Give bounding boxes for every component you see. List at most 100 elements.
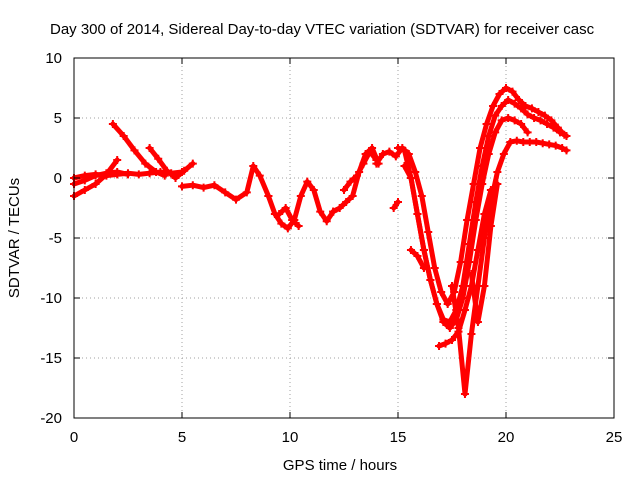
data-point [294, 222, 303, 230]
data-point [178, 182, 186, 191]
data-point [309, 186, 318, 194]
data-point [523, 110, 532, 119]
data-point [342, 198, 351, 206]
data-point [530, 114, 539, 122]
data-point [493, 180, 502, 188]
data-point [145, 144, 154, 152]
series-track-5 [147, 145, 196, 181]
data-point [448, 282, 456, 290]
y-tick-label: -15 [40, 350, 62, 367]
data-point [521, 102, 530, 110]
data-point [527, 104, 536, 113]
data-point [482, 120, 491, 128]
data-point [154, 154, 163, 163]
y-tick-label: 5 [54, 110, 62, 127]
data-point [152, 168, 161, 176]
data-point [435, 342, 444, 350]
data-point [378, 150, 387, 158]
data-point [508, 87, 517, 96]
x-tick-label: 20 [498, 429, 515, 446]
data-point [523, 128, 532, 137]
data-point [543, 120, 552, 128]
data-point [497, 116, 506, 125]
data-point [346, 177, 355, 186]
data-point [456, 258, 465, 266]
data-point [406, 174, 415, 182]
data-point [413, 252, 422, 260]
data-point [499, 150, 508, 158]
data-point [484, 150, 493, 158]
data-point [502, 84, 510, 92]
data-point [372, 159, 381, 168]
data-point [124, 170, 132, 179]
data-point [504, 96, 513, 104]
series-track-4 [110, 121, 168, 179]
data-point [288, 216, 297, 224]
data-point [426, 276, 435, 284]
data-point [471, 216, 480, 224]
data-point [160, 171, 169, 180]
series-track-8 [276, 205, 302, 229]
data-point [473, 246, 482, 254]
data-point [406, 246, 415, 254]
x-axis-label: GPS time / hours [283, 457, 397, 474]
data-point [491, 128, 500, 137]
data-point [411, 168, 420, 176]
data-point [478, 180, 487, 188]
data-point [419, 264, 428, 272]
data-point [473, 318, 482, 326]
y-tick-label: -10 [40, 290, 62, 307]
data-point [316, 207, 325, 216]
data-point [484, 132, 493, 140]
data-point [232, 195, 240, 204]
y-tick-label: 10 [45, 50, 62, 67]
data-point [486, 222, 495, 230]
data-point [130, 146, 139, 155]
data-point [430, 264, 439, 272]
data-point [476, 144, 485, 152]
data-point [134, 170, 143, 179]
data-point [329, 207, 338, 216]
data-point [558, 144, 567, 152]
data-point [322, 217, 331, 226]
data-point [242, 188, 251, 197]
data-point [512, 136, 521, 145]
data-point [365, 147, 374, 156]
data-point [119, 132, 128, 140]
data-point [188, 181, 197, 190]
data-point [394, 144, 402, 152]
data-point [510, 99, 519, 108]
x-tick-label: 10 [282, 429, 299, 446]
data-point [467, 330, 476, 338]
data-point [419, 246, 428, 254]
data-point [497, 102, 506, 110]
data-point [540, 111, 549, 120]
data-point [432, 300, 441, 308]
data-point [517, 104, 526, 113]
data-point [439, 318, 448, 326]
data-point [538, 139, 547, 148]
data-point [340, 186, 348, 194]
data-point [534, 108, 543, 116]
data-point [281, 204, 290, 212]
data-point [335, 204, 344, 212]
data-point [458, 294, 467, 302]
data-point [91, 180, 100, 188]
data-point [359, 159, 368, 168]
data-point [480, 282, 489, 290]
y-axis-label: SDTVAR / TECUs [6, 178, 23, 298]
data-point [385, 147, 394, 156]
x-tick-label: 25 [606, 429, 623, 446]
data-point [348, 192, 357, 200]
x-tick-label: 15 [390, 429, 407, 446]
data-point [80, 176, 89, 185]
data-point [162, 166, 171, 175]
data-point [400, 162, 409, 170]
data-point [551, 141, 560, 150]
data-point [547, 116, 556, 125]
data-point [445, 324, 454, 332]
data-point [113, 168, 122, 176]
data-point [504, 114, 513, 122]
data-point [389, 204, 398, 212]
